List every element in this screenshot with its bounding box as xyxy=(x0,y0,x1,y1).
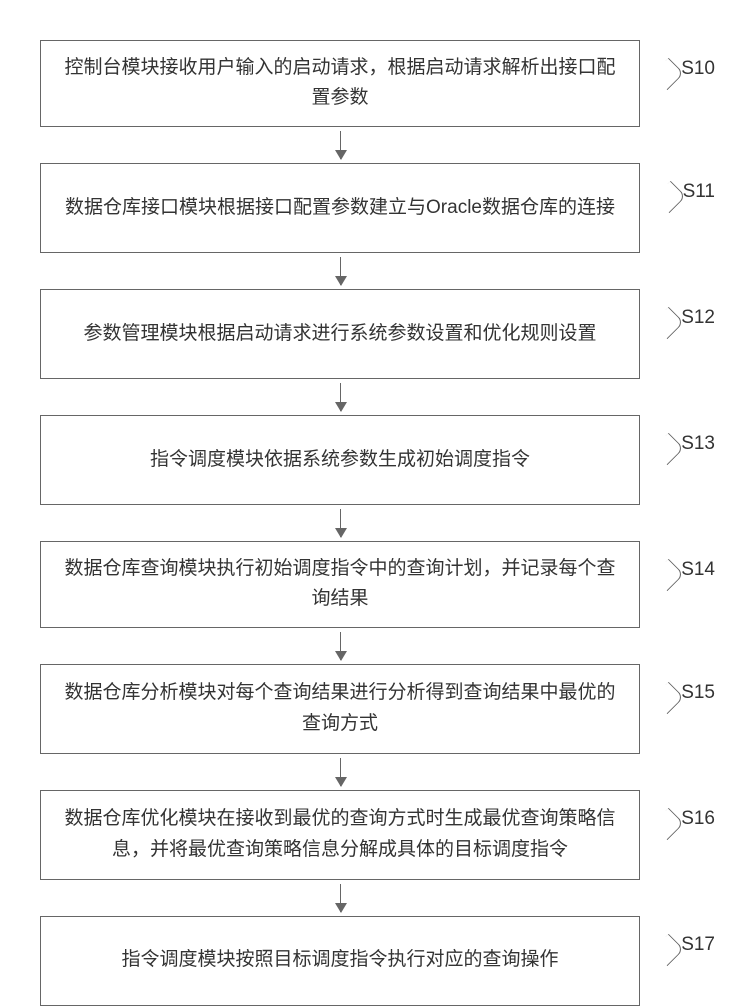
step-label-s11: S11 xyxy=(659,175,715,209)
step-box-s13: 指令调度模块依据系统参数生成初始调度指令 xyxy=(40,415,640,505)
arrow-down-icon xyxy=(340,383,341,411)
label-connector-icon xyxy=(652,559,685,592)
step-wrapper-s16: 数据仓库优化模块在接收到最优的查询方式时生成最优查询策略信息，并将最优查询策略信… xyxy=(30,790,650,880)
step-label-s12: S12 xyxy=(657,301,715,335)
step-label-s10: S10 xyxy=(657,52,715,86)
step-label-s13: S13 xyxy=(657,427,715,461)
step-label-s17: S17 xyxy=(657,928,715,962)
arrow-down-icon xyxy=(340,884,341,912)
step-wrapper-s11: 数据仓库接口模块根据接口配置参数建立与Oracle数据仓库的连接S11 xyxy=(30,163,650,253)
step-text: 数据仓库分析模块对每个查询结果进行分析得到查询结果中最优的查询方式 xyxy=(61,678,619,739)
step-text: 控制台模块接收用户输入的启动请求，根据启动请求解析出接口配置参数 xyxy=(61,53,619,114)
step-box-s12: 参数管理模块根据启动请求进行系统参数设置和优化规则设置 xyxy=(40,289,640,379)
step-text: 指令调度模块依据系统参数生成初始调度指令 xyxy=(150,445,530,475)
step-text: 数据仓库查询模块执行初始调度指令中的查询计划，并记录每个查询结果 xyxy=(61,554,619,615)
label-connector-icon xyxy=(652,933,685,966)
label-connector-icon xyxy=(652,807,685,840)
step-label-s15: S15 xyxy=(657,676,715,710)
step-label-s14: S14 xyxy=(657,553,715,587)
step-wrapper-s13: 指令调度模块依据系统参数生成初始调度指令S13 xyxy=(30,415,650,505)
arrow-down-icon xyxy=(340,257,341,285)
step-id-label: S16 xyxy=(681,808,715,830)
label-connector-icon xyxy=(653,181,686,214)
arrow-down-icon xyxy=(340,632,341,660)
label-connector-icon xyxy=(652,58,685,91)
flowchart-container: 控制台模块接收用户输入的启动请求，根据启动请求解析出接口配置参数S10 数据仓库接… xyxy=(30,40,650,1006)
arrow-down-icon xyxy=(340,758,341,786)
arrow-down-icon xyxy=(340,509,341,537)
label-connector-icon xyxy=(652,307,685,340)
step-box-s14: 数据仓库查询模块执行初始调度指令中的查询计划，并记录每个查询结果 xyxy=(40,541,640,628)
label-connector-icon xyxy=(652,681,685,714)
step-box-s17: 指令调度模块按照目标调度指令执行对应的查询操作 xyxy=(40,916,640,1006)
step-box-s15: 数据仓库分析模块对每个查询结果进行分析得到查询结果中最优的查询方式 xyxy=(40,664,640,754)
step-text: 指令调度模块按照目标调度指令执行对应的查询操作 xyxy=(121,945,558,975)
step-wrapper-s17: 指令调度模块按照目标调度指令执行对应的查询操作S17 xyxy=(30,916,650,1006)
step-box-s11: 数据仓库接口模块根据接口配置参数建立与Oracle数据仓库的连接 xyxy=(40,163,640,253)
step-id-label: S10 xyxy=(681,58,715,80)
step-text: 参数管理模块根据启动请求进行系统参数设置和优化规则设置 xyxy=(83,319,596,349)
step-box-s16: 数据仓库优化模块在接收到最优的查询方式时生成最优查询策略信息，并将最优查询策略信… xyxy=(40,790,640,880)
step-box-s10: 控制台模块接收用户输入的启动请求，根据启动请求解析出接口配置参数 xyxy=(40,40,640,127)
arrow-down-icon xyxy=(340,131,341,159)
step-wrapper-s12: 参数管理模块根据启动请求进行系统参数设置和优化规则设置S12 xyxy=(30,289,650,379)
step-id-label: S17 xyxy=(681,934,715,956)
step-id-label: S15 xyxy=(681,682,715,704)
step-id-label: S12 xyxy=(681,307,715,329)
step-wrapper-s10: 控制台模块接收用户输入的启动请求，根据启动请求解析出接口配置参数S10 xyxy=(30,40,650,127)
step-wrapper-s14: 数据仓库查询模块执行初始调度指令中的查询计划，并记录每个查询结果S14 xyxy=(30,541,650,628)
step-id-label: S14 xyxy=(681,559,715,581)
step-id-label: S11 xyxy=(683,181,715,203)
step-text: 数据仓库优化模块在接收到最优的查询方式时生成最优查询策略信息，并将最优查询策略信… xyxy=(61,804,619,865)
step-text: 数据仓库接口模块根据接口配置参数建立与Oracle数据仓库的连接 xyxy=(65,193,615,223)
step-label-s16: S16 xyxy=(657,802,715,836)
label-connector-icon xyxy=(652,433,685,466)
step-wrapper-s15: 数据仓库分析模块对每个查询结果进行分析得到查询结果中最优的查询方式S15 xyxy=(30,664,650,754)
step-id-label: S13 xyxy=(681,433,715,455)
